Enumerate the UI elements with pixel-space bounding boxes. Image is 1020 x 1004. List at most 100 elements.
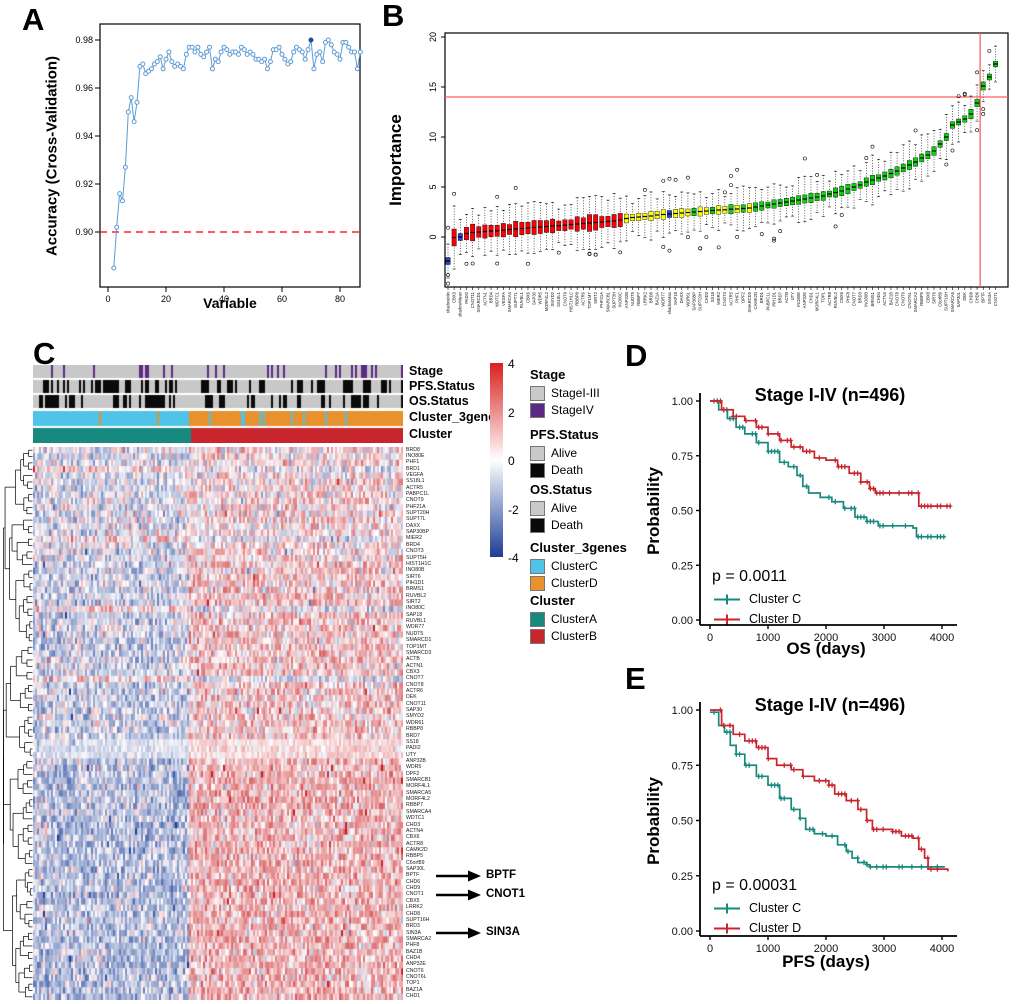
gene-tick-label: SMARCA4	[507, 291, 512, 312]
gene-tick-label: SUPT16H	[944, 292, 949, 311]
panel-c-dendrogram	[3, 449, 33, 998]
heatmap-row-label: SUPT5H	[406, 554, 427, 561]
svg-text:20: 20	[428, 32, 438, 42]
heatmap-row-label: CNOT6	[406, 967, 424, 974]
svg-text:60: 60	[277, 294, 287, 304]
heatmap-row-label: CHD4	[406, 955, 421, 961]
gene-tick-label: CNOT7	[851, 291, 856, 306]
heatmap-row-label: SS18L1	[406, 478, 425, 485]
gene-tick-label: SMARCA2	[913, 291, 918, 312]
heatmap-row-label: SMYD2	[406, 713, 424, 720]
gene-tick-label: CHD6	[974, 291, 979, 303]
gene-tick-label: LRRK2	[642, 291, 647, 305]
heatmap-row-label: RBBP8	[406, 726, 424, 733]
km-legend-entry: Cluster C	[712, 902, 801, 918]
svg-text:1.00: 1.00	[672, 705, 693, 717]
track-label-pfs.status: PFS.Status	[409, 379, 475, 393]
gene-tick-label: BRMS1	[870, 291, 875, 306]
gene-tick-label: shadowMean	[458, 291, 463, 317]
heatmap-row-label: SIN3A	[406, 929, 421, 936]
legend-swatch-icon	[530, 446, 545, 461]
gene-tick-label: SS18	[710, 291, 715, 302]
gene-tick-label: CNOT6	[901, 291, 906, 306]
panel-c-label: C	[33, 336, 56, 371]
heatmap-row-label: ANP32B	[406, 757, 426, 764]
svg-text:0.75: 0.75	[672, 760, 693, 772]
heatmap-row-label: CNOT9	[406, 497, 424, 504]
heatmap-row-label: SS18	[406, 738, 419, 745]
heatmap-row-label: CBX3	[406, 668, 420, 675]
heatmap-row-label: WDR77	[406, 624, 425, 631]
heatmap-row-label: CAMK2D	[406, 846, 428, 853]
panel-d-title: Stage I-IV (n=496)	[754, 385, 906, 405]
gene-tick-label: C6orf89	[938, 291, 943, 307]
svg-text:2000: 2000	[814, 943, 838, 955]
km-legend-entry: Cluster C	[712, 593, 801, 609]
heatmap-row-label: HIST1H1C	[406, 560, 432, 567]
track-label-stage: Stage	[409, 364, 444, 378]
legend-entry: Alive	[530, 446, 577, 461]
gene-tick-label: BRD4	[488, 291, 493, 303]
gene-tick-label: MIER2	[716, 291, 721, 304]
heatmap-row-label: ACTR8	[406, 840, 424, 847]
panel-b: B Importance 0 5 10 15 20 shadowMin CBX3 shadow…	[380, 0, 1020, 345]
gene-tick-label: RBBP5	[919, 291, 924, 305]
gene-tick-label: ACTB	[784, 292, 789, 303]
panel-c-colorbar	[490, 363, 503, 557]
legend-entry-label: StageIV	[551, 403, 594, 417]
heatmap-row-label: SUPT20H	[406, 510, 430, 517]
legend-swatch-icon	[530, 559, 545, 574]
track-label-cluster_3genes: Cluster_3genes	[409, 410, 503, 424]
heatmap-row-label: CHD1	[406, 993, 421, 1000]
heatmap-row-label: BRD7	[406, 732, 420, 739]
heatmap-row-label: SMARCA5	[406, 789, 432, 796]
legend-entry-label: Death	[551, 518, 584, 532]
svg-text:1000: 1000	[756, 632, 780, 644]
panel-d: D Stage I-IV (n=496) Probability OS (day…	[620, 335, 1020, 660]
heatmap-row-label: SMARCD3	[406, 649, 432, 656]
svg-text:0: 0	[105, 294, 110, 304]
legend-swatch-icon	[530, 501, 545, 516]
gene-tick-label: SUPT7L	[513, 291, 518, 307]
gene-tick-label: INO80E	[796, 292, 801, 307]
gene-tick-label: ACTN1	[482, 291, 487, 305]
svg-text:15: 15	[428, 82, 438, 92]
svg-text:0.50: 0.50	[672, 506, 693, 518]
legend-entry: ClusterC	[530, 559, 598, 574]
km-legend-entry: Cluster D	[712, 922, 801, 938]
km-legend-glyph-icon	[714, 923, 740, 934]
gene-tick-label: RUVBL2	[833, 291, 838, 308]
gene-tick-label: SMARCD1	[476, 291, 481, 312]
legend-swatch-icon	[530, 386, 545, 401]
heatmap-row-label: INO80B	[406, 567, 425, 574]
gene-tick-label: UTY	[790, 292, 795, 301]
colorbar-tick: 0	[508, 454, 515, 468]
gene-tick-label: SMYD2	[550, 291, 555, 306]
gene-tick-label: ACTR8	[827, 291, 832, 305]
svg-text:5: 5	[428, 184, 438, 189]
heatmap-row-label: SIRT6	[406, 573, 421, 580]
svg-text:0.50: 0.50	[672, 816, 693, 828]
panel-e-x-axis-title: PFS (days)	[782, 952, 870, 971]
legend-entry: Alive	[530, 501, 577, 516]
km-legend-glyph-icon	[714, 594, 740, 605]
legend-swatch-icon	[530, 629, 545, 644]
legend-entry-label: ClusterC	[551, 559, 598, 573]
gene-tick-label: CBX5	[839, 291, 844, 303]
heatmap-row-label: DPF2	[406, 770, 420, 777]
km-legend-label: Cluster C	[749, 901, 802, 915]
colorbar-tick: 2	[508, 405, 515, 420]
censor-marks	[711, 398, 946, 540]
gene-tick-label: PADI2	[464, 291, 469, 303]
heatmap-row-label: WDTC1	[406, 815, 425, 822]
gene-tick-label: DPF2	[741, 291, 746, 302]
panel-c: C Stage PFS.Status OS.Status Cluster_3genes…	[0, 335, 640, 1004]
arrow-icon	[436, 927, 481, 939]
km-curve-cluster-d	[710, 400, 951, 507]
heatmap-row-label: PABPC1L	[406, 490, 429, 497]
svg-text:3000: 3000	[872, 943, 896, 955]
panel-e: E Stage I-IV (n=496) Probability PFS (da…	[620, 655, 1020, 1004]
gene-tick-label: BAZ1B	[888, 292, 893, 305]
heatmap-row-label: SIRT2	[406, 599, 421, 606]
heatmap-row-label: RBBP5	[406, 853, 424, 860]
